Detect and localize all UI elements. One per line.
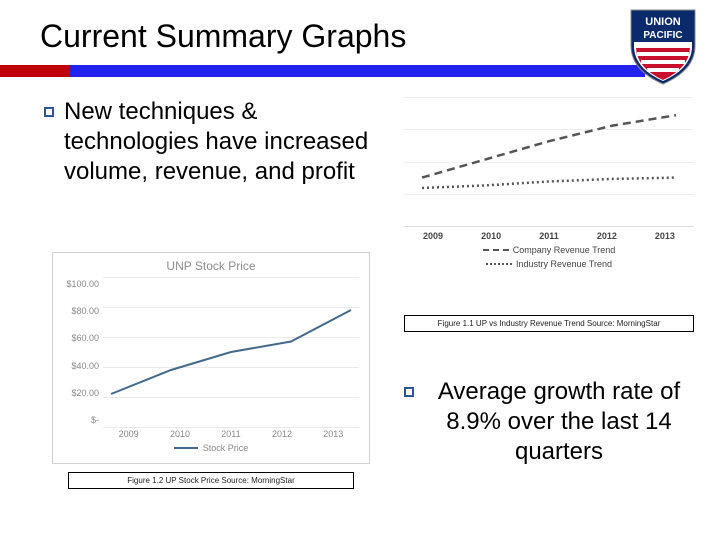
content-area: New techniques & technologies have incre… [0, 77, 720, 517]
trend-plot-area [404, 97, 694, 227]
revenue-trend-chart: 2009 2010 2011 2012 2013 Company Revenue… [404, 97, 694, 307]
bullet-2-text: Average growth rate of 8.9% over the las… [424, 377, 694, 467]
shield-icon: UNION PACIFIC [629, 8, 697, 86]
x-tick: 2013 [323, 429, 343, 439]
x-tick: 2011 [221, 429, 240, 439]
legend-swatch-icon [174, 447, 198, 449]
logo-text-bottom: PACIFIC [643, 30, 682, 41]
legend-company: Company Revenue Trend [404, 245, 694, 255]
bullet-2: Average growth rate of 8.9% over the las… [404, 377, 694, 467]
legend-industry: Industry Revenue Trend [404, 259, 694, 269]
legend-swatch-icon [483, 249, 509, 251]
y-tick: $40.00 [71, 361, 99, 371]
legend-label: Industry Revenue Trend [516, 259, 612, 269]
x-tick: 2011 [539, 231, 559, 241]
x-tick: 2009 [423, 231, 443, 241]
page-title: Current Summary Graphs [0, 0, 720, 55]
y-tick: $20.00 [71, 388, 99, 398]
x-tick: 2009 [119, 429, 139, 439]
legend-swatch-icon [486, 263, 512, 265]
bullet-1: New techniques & technologies have incre… [44, 97, 374, 187]
legend-label: Stock Price [203, 443, 249, 453]
stock-price-chart: UNP Stock Price $100.00 $80.00 $60.00 $4… [52, 252, 370, 464]
square-bullet-icon [404, 387, 414, 397]
figure-1-2-caption: Figure 1.2 UP Stock Price Source: Mornin… [68, 472, 354, 489]
stock-y-axis: $100.00 $80.00 $60.00 $40.00 $20.00 $- [53, 277, 103, 427]
logo-text-top: UNION [645, 16, 681, 28]
y-tick: $- [91, 415, 99, 425]
stock-chart-title: UNP Stock Price [53, 253, 369, 277]
stock-legend: Stock Price [53, 443, 369, 453]
x-tick: 2012 [272, 429, 292, 439]
bullet-1-text: New techniques & technologies have incre… [64, 97, 374, 187]
square-bullet-icon [44, 107, 54, 117]
x-tick: 2010 [481, 231, 501, 241]
legend-label: Company Revenue Trend [513, 245, 616, 255]
stock-x-axis: 2009 2010 2011 2012 2013 [53, 427, 369, 439]
y-tick: $60.00 [71, 333, 99, 343]
y-tick: $100.00 [66, 279, 99, 289]
x-tick: 2013 [655, 231, 675, 241]
title-divider [0, 65, 645, 77]
figure-1-1-caption: Figure 1.1 UP vs Industry Revenue Trend … [404, 315, 694, 332]
x-tick: 2010 [170, 429, 190, 439]
x-tick: 2012 [597, 231, 617, 241]
y-tick: $80.00 [71, 306, 99, 316]
stock-plot-area [103, 277, 359, 427]
union-pacific-logo: UNION PACIFIC [628, 8, 698, 88]
trend-x-axis: 2009 2010 2011 2012 2013 [404, 227, 694, 241]
